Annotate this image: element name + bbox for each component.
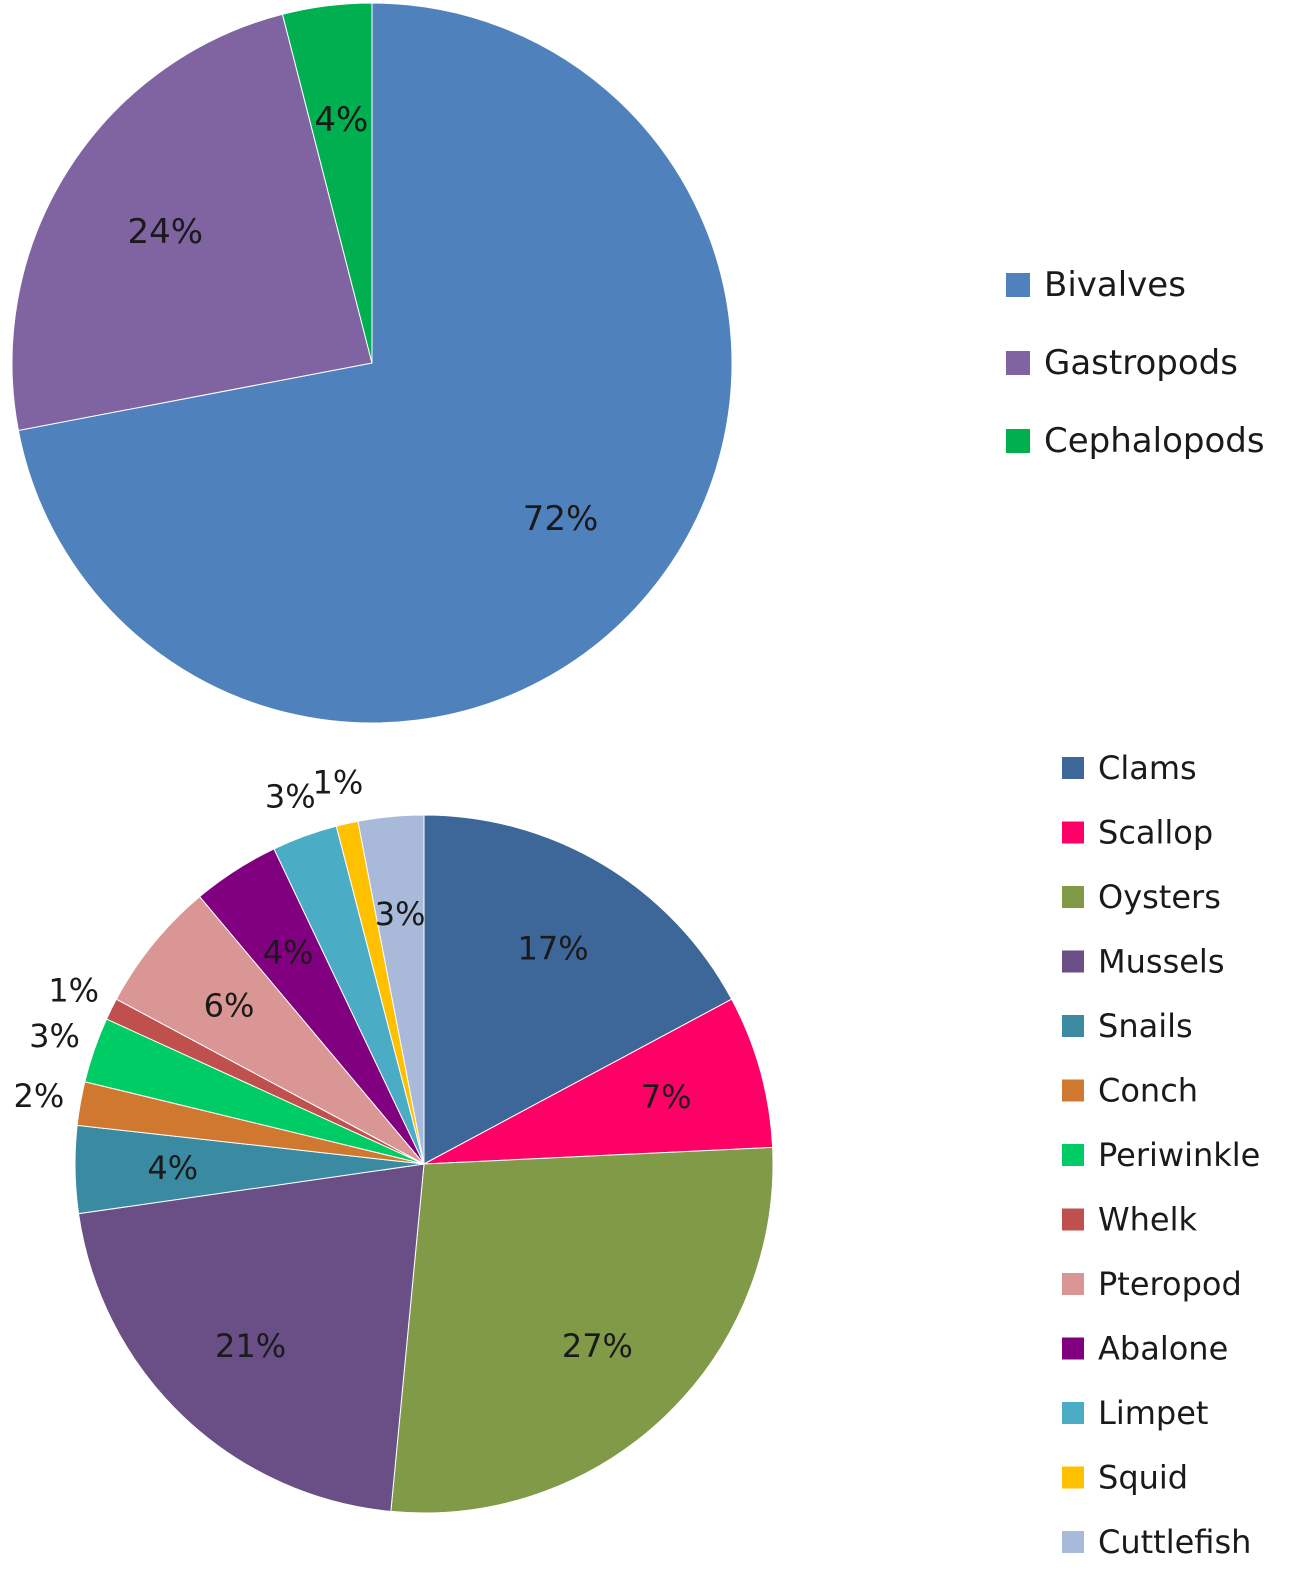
pie-slice-pteropod <box>115 895 425 1165</box>
legend-swatch-snails <box>1062 1015 1084 1037</box>
data-label-pteropod: 6% <box>204 987 255 1025</box>
legend-label-periwinkle: Periwinkle <box>1098 1136 1260 1174</box>
data-label-scallop: 7% <box>641 1078 692 1116</box>
data-label-cephalopods: 4% <box>314 100 368 140</box>
legend-label-bivalves: Bivalves <box>1044 265 1186 305</box>
legend-label-abalone: Abalone <box>1098 1330 1228 1368</box>
legend-swatch-whelk <box>1062 1208 1084 1231</box>
mollusc-class-pie-chart: 72% 24% 4% <box>11 2 733 724</box>
mollusc-species-legend: Clams Scallop Oysters Mussels Snails Conch Per… <box>1062 749 1260 1561</box>
legend-swatch-abalone <box>1062 1337 1084 1360</box>
legend-label-cephalopods: Cephalopods <box>1044 421 1265 461</box>
data-label-clams: 17% <box>518 929 589 967</box>
pie-slice-gastropods <box>11 13 373 432</box>
pie-slice-clams <box>423 814 733 1165</box>
pie-slice-cephalopods <box>281 2 373 364</box>
legend-swatch-limpet <box>1062 1402 1084 1424</box>
legend-label-pteropod: Pteropod <box>1098 1265 1242 1303</box>
legend-label-oysters: Oysters <box>1098 878 1221 916</box>
legend-swatch-scallop <box>1062 821 1084 844</box>
data-label-periwinkle: 3% <box>29 1017 80 1055</box>
legend-label-clams: Clams <box>1098 749 1197 787</box>
legend-swatch-gastropods <box>1006 351 1030 375</box>
data-label-snails: 4% <box>147 1149 198 1187</box>
data-label-mussels: 21% <box>215 1327 286 1365</box>
data-label-oysters: 27% <box>562 1327 633 1365</box>
legend-label-squid: Squid <box>1098 1459 1188 1497</box>
mollusc-class-legend: Bivalves Gastropods Cephalopods <box>1006 265 1265 461</box>
data-label-limpet: 3% <box>265 778 316 816</box>
pie-slice-cuttlefish <box>357 814 425 1165</box>
legend-label-scallop: Scallop <box>1098 814 1213 852</box>
legend-label-whelk: Whelk <box>1098 1201 1198 1239</box>
data-label-abalone: 4% <box>263 934 314 972</box>
legend-swatch-periwinkle <box>1062 1144 1084 1166</box>
legend-label-limpet: Limpet <box>1098 1394 1208 1432</box>
legend-label-mussels: Mussels <box>1098 943 1224 981</box>
legend-label-conch: Conch <box>1098 1072 1198 1110</box>
legend-label-gastropods: Gastropods <box>1044 343 1238 383</box>
data-label-gastropods: 24% <box>128 212 204 252</box>
legend-swatch-squid <box>1062 1466 1084 1489</box>
legend-swatch-cuttlefish <box>1062 1531 1084 1553</box>
pie-slice-scallop <box>423 998 774 1165</box>
pie-slice-oysters <box>390 1146 774 1514</box>
data-label-cuttlefish: 3% <box>375 895 426 933</box>
legend-swatch-clams <box>1062 757 1084 779</box>
data-label-whelk: 1% <box>48 971 99 1009</box>
legend-swatch-conch <box>1062 1079 1084 1102</box>
pie-slice-bivalves <box>17 2 733 724</box>
legend-swatch-oysters <box>1062 886 1084 908</box>
legend-swatch-pteropod <box>1062 1273 1084 1295</box>
pie-slice-mussels <box>77 1163 425 1512</box>
legend-label-snails: Snails <box>1098 1007 1193 1045</box>
data-label-bivalves: 72% <box>523 499 599 539</box>
data-label-conch: 2% <box>14 1077 65 1115</box>
legend-swatch-bivalves <box>1006 273 1030 297</box>
data-label-squid: 1% <box>313 764 364 802</box>
legend-label-cuttlefish: Cuttlefish <box>1098 1523 1251 1561</box>
mollusc-species-pie-chart: 17%7%27%21%4%2%3%1% 6%4%3%1%3% <box>14 764 774 1514</box>
legend-swatch-mussels <box>1062 950 1084 973</box>
legend-swatch-cephalopods <box>1006 429 1030 453</box>
